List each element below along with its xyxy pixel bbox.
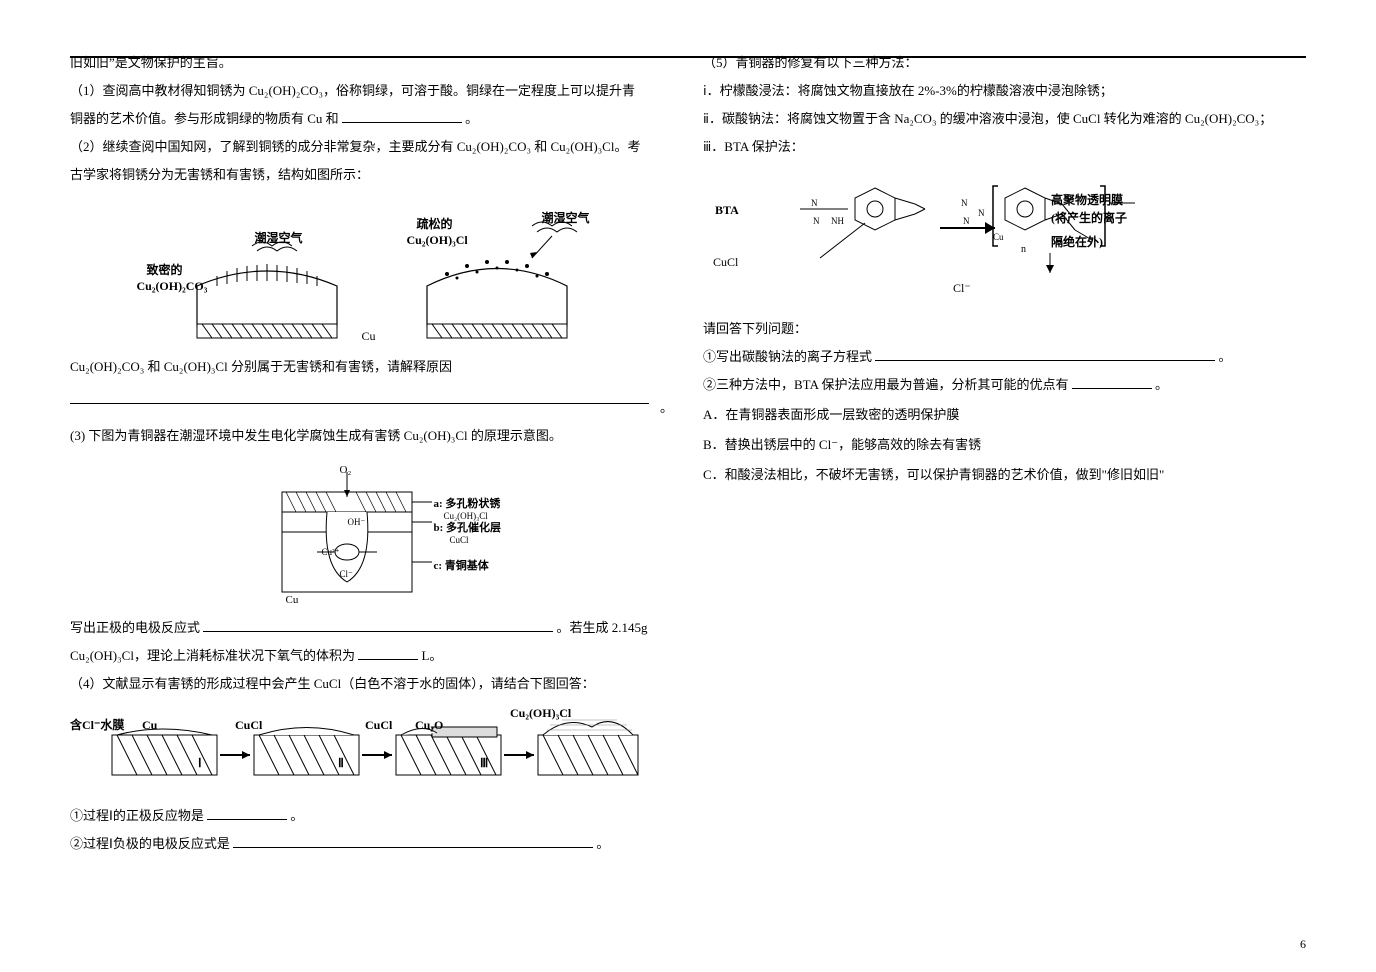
sub2-end: 。 [1155, 377, 1168, 392]
fig4-n1: N [811, 194, 818, 212]
sub2-blank [1072, 376, 1152, 389]
option-a: A．在青铜器表面形成一层致密的透明保护膜 [703, 402, 1306, 428]
fig4-label2: (将产生的离子隔绝在外) [1051, 206, 1133, 254]
q2-blank [70, 388, 649, 404]
figure-4: BTA CuCl N N NH N N N Cu n Cl⁻ 高聚物透明膜 (将… [703, 168, 1306, 308]
q3-line-b: 写出正极的电极反应式 。若生成 2.145g [70, 615, 673, 641]
q3-text-d: Cu₂(OH)₃Cl，理论上消耗标准状况下氧气的体积为 [70, 648, 355, 663]
figure-2: O₂ a: 多孔粉状锈 Cu₂(OH)₃Cl b: 多孔催化层 CuCl c: … [70, 457, 673, 607]
q3-line-d: Cu₂(OH)₃Cl，理论上消耗标准状况下氧气的体积为 L。 [70, 643, 673, 669]
q4-text-b: ①过程Ⅰ的正极反应物是 [70, 808, 204, 823]
fig2-o2: O₂ [340, 459, 352, 481]
q2-line-c: Cu₂(OH)₂CO₃ 和 Cu₂(OH)₃Cl 分别属于无害锈和有害锈，请解释… [70, 354, 673, 380]
sub2: ②三种方法中，BTA 保护法应用最为普遍，分析其可能的优点有 。 [703, 372, 1306, 398]
fig1-right-mid2: Cu₂(OH)₃Cl [407, 228, 468, 252]
fig2-cu: Cu [286, 589, 299, 611]
q4-c-end: 。 [596, 836, 609, 851]
fig3-l2: Cu [142, 713, 157, 737]
fig1-right-top: 潮湿空气 [542, 206, 590, 230]
answer-prompt: 请回答下列问题： [703, 316, 1306, 342]
q1-line-b: 铜器的艺术价值。参与形成铜绿的物质有 Cu 和 。 [70, 106, 673, 132]
q3-text-e: L。 [421, 648, 442, 663]
fig4-subn: n [1021, 240, 1026, 260]
q5-iii: ⅲ．BTA 保护法： [703, 134, 1306, 160]
sub2-text: ②三种方法中，BTA 保护法应用最为普遍，分析其可能的优点有 [703, 377, 1069, 392]
q3-blank-1 [203, 619, 553, 632]
q3-text-b: 写出正极的电极反应式 [70, 620, 200, 635]
q4-text-c: ②过程Ⅰ负极的电极反应式是 [70, 836, 230, 851]
figure-3: 含Cl⁻水膜 Cu CuCl CuCl Cu₂O Cu₂(OH)₃Cl Ⅰ Ⅱ … [70, 705, 673, 795]
page-content: 旧如旧”是文物保护的主旨。 （1）查阅高中教材得知铜锈为 Cu₂(OH)₂CO₃… [0, 0, 1376, 879]
fig3-l6: Cu₂(OH)₃Cl [510, 701, 571, 725]
top-rule [70, 56, 1306, 58]
q3-blank-2 [358, 647, 418, 660]
fig3-r1: Ⅰ [198, 751, 202, 775]
fig1-left-top: 潮湿空气 [255, 226, 303, 250]
fig3-r2: Ⅱ [338, 751, 344, 775]
fig4-n5: N [978, 204, 985, 222]
fig3-l4: CuCl [365, 713, 392, 737]
q3-line-a: (3) 下图为青铜器在潮湿环境中发生电化学腐蚀生成有害锈 Cu₂(OH)₃Cl … [70, 423, 673, 449]
fig4-nh: NH [831, 212, 844, 230]
option-c: C．和酸浸法相比，不破坏无害锈，可以保护青铜器的艺术价值，做到"修旧如旧" [703, 462, 1306, 488]
q4-blank-2 [233, 835, 593, 848]
q5-ii: ⅱ．碳酸钠法：将腐蚀文物置于含 Na₂CO₃ 的缓冲溶液中浸泡，使 CuCl 转… [703, 106, 1306, 132]
fig4-bta: BTA [715, 198, 739, 222]
q4-blank-1 [207, 807, 287, 820]
fig2-c: c: 青铜基体 [434, 555, 489, 577]
q5-line-a: （5）青铜器的修复有以下三种方法： [703, 50, 1306, 76]
q4-line-c: ②过程Ⅰ负极的电极反应式是 。 [70, 831, 673, 857]
q3-text-c: 。若生成 2.145g [557, 620, 648, 635]
q2-line-a: （2）继续查阅中国知网，了解到铜锈的成分非常复杂，主要成分有 Cu₂(OH)₂C… [70, 134, 673, 160]
q1-line-a: （1）查阅高中教材得知铜锈为 Cu₂(OH)₂CO₃，俗称铜绿，可溶于酸。铜绿在… [70, 78, 673, 104]
column-right: （5）青铜器的修复有以下三种方法： ⅰ．柠檬酸浸法：将腐蚀文物直接放在 2%-3… [703, 50, 1306, 859]
fig1-left-mid2: Cu₂(OH)₂CO₃ [137, 274, 208, 298]
fig3-r3: Ⅲ [480, 751, 488, 775]
q4-line-a: （4）文献显示有害锈的形成过程中会产生 CuCl（白色不溶于水的固体），请结合下… [70, 671, 673, 697]
fig4-n2: N [813, 212, 820, 230]
fig2-cu2: Cu²⁺ [322, 543, 340, 561]
page-number: 6 [1300, 932, 1306, 956]
q5-i: ⅰ．柠檬酸浸法：将腐蚀文物直接放在 2%-3%的柠檬酸溶液中浸泡除锈； [703, 78, 1306, 104]
fig4-cu: Cu [993, 228, 1004, 246]
figure-1: 潮湿空气 致密的 Cu₂(OH)₂CO₃ 潮湿空气 疏松的 Cu₂(OH)₃Cl… [70, 196, 673, 346]
q4-line-b: ①过程Ⅰ的正极反应物是 。 [70, 803, 673, 829]
fig4-n4: N [963, 212, 970, 230]
q2-line-b: 古学家将铜锈分为无害锈和有害锈，结构如图所示： [70, 162, 673, 188]
q2-end: 。 [660, 395, 673, 421]
q1-end: 。 [465, 111, 478, 126]
fig3-l3: CuCl [235, 713, 262, 737]
fig2-b2: CuCl [450, 531, 469, 549]
fig2-cl: Cl⁻ [340, 565, 353, 583]
fig3-l5: Cu₂O [415, 713, 443, 737]
sub1-text: ①写出碳酸钠法的离子方程式 [703, 349, 872, 364]
column-left: 旧如旧”是文物保护的主旨。 （1）查阅高中教材得知铜锈为 Cu₂(OH)₂CO₃… [70, 50, 673, 859]
fig2-oh: OH⁻ [348, 513, 366, 531]
sub1: ①写出碳酸钠法的离子方程式 。 [703, 344, 1306, 370]
intro-line: 旧如旧”是文物保护的主旨。 [70, 50, 673, 76]
q1-text-b: 铜器的艺术价值。参与形成铜绿的物质有 Cu 和 [70, 111, 339, 126]
q1-blank [342, 110, 462, 123]
sub1-blank [875, 348, 1215, 361]
option-b: B．替换出锈层中的 Cl⁻，能够高效的除去有害锈 [703, 432, 1306, 458]
fig1-cu: Cu [362, 324, 376, 348]
sub1-end: 。 [1219, 349, 1232, 364]
q4-b-end: 。 [290, 808, 303, 823]
fig4-cucl: CuCl [713, 250, 738, 274]
fig4-cl: Cl⁻ [953, 276, 971, 300]
fig3-l1: 含Cl⁻水膜 [70, 713, 124, 737]
fig4-n3: N [961, 194, 968, 212]
